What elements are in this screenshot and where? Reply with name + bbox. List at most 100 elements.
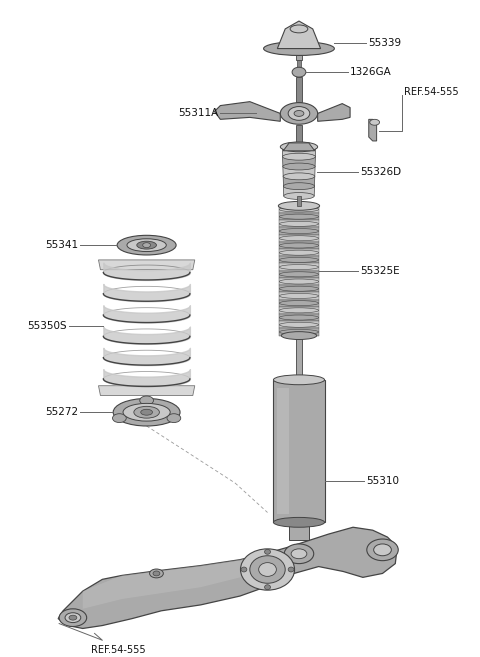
Ellipse shape	[367, 539, 398, 560]
Ellipse shape	[279, 229, 319, 234]
Polygon shape	[279, 235, 319, 242]
Ellipse shape	[240, 549, 295, 590]
Ellipse shape	[134, 406, 159, 418]
Polygon shape	[297, 196, 301, 206]
Ellipse shape	[279, 301, 319, 306]
Ellipse shape	[283, 163, 315, 170]
Text: 55310: 55310	[366, 476, 399, 486]
Polygon shape	[282, 147, 316, 156]
Ellipse shape	[143, 242, 151, 248]
Text: 1326GA: 1326GA	[350, 67, 392, 77]
Polygon shape	[289, 522, 309, 540]
Ellipse shape	[274, 375, 324, 385]
Text: REF.54-555: REF.54-555	[91, 645, 145, 655]
Ellipse shape	[69, 615, 77, 620]
Text: 55325E: 55325E	[360, 265, 399, 276]
Ellipse shape	[279, 308, 319, 313]
Polygon shape	[284, 186, 314, 196]
Polygon shape	[283, 176, 315, 186]
Polygon shape	[279, 278, 319, 285]
Ellipse shape	[280, 102, 318, 124]
Text: 55341: 55341	[45, 240, 78, 250]
Polygon shape	[297, 60, 301, 67]
Ellipse shape	[137, 241, 156, 249]
Polygon shape	[279, 300, 319, 307]
Ellipse shape	[279, 272, 319, 277]
Ellipse shape	[281, 332, 317, 340]
Ellipse shape	[264, 549, 270, 555]
Ellipse shape	[279, 250, 319, 255]
Polygon shape	[279, 263, 319, 271]
Polygon shape	[283, 156, 315, 166]
Ellipse shape	[284, 183, 314, 190]
Polygon shape	[279, 220, 319, 227]
Ellipse shape	[279, 265, 319, 269]
Polygon shape	[283, 166, 315, 176]
Polygon shape	[277, 21, 321, 49]
Ellipse shape	[283, 173, 315, 180]
Polygon shape	[296, 77, 302, 102]
Ellipse shape	[127, 238, 166, 252]
Ellipse shape	[294, 110, 304, 116]
Ellipse shape	[250, 556, 285, 583]
Ellipse shape	[278, 202, 320, 210]
Ellipse shape	[241, 567, 247, 572]
Polygon shape	[279, 227, 319, 235]
Ellipse shape	[288, 567, 294, 572]
Ellipse shape	[279, 329, 319, 334]
Ellipse shape	[279, 221, 319, 227]
Polygon shape	[277, 388, 289, 514]
Text: 55350S: 55350S	[27, 321, 67, 330]
Ellipse shape	[279, 258, 319, 262]
Ellipse shape	[370, 120, 380, 125]
Ellipse shape	[284, 544, 314, 564]
Ellipse shape	[279, 294, 319, 298]
Ellipse shape	[279, 214, 319, 219]
Polygon shape	[279, 285, 319, 292]
Polygon shape	[296, 125, 302, 143]
Ellipse shape	[264, 41, 335, 55]
Text: REF.54-555: REF.54-555	[404, 87, 459, 97]
Text: 55326D: 55326D	[360, 168, 401, 177]
Ellipse shape	[279, 279, 319, 284]
Ellipse shape	[167, 414, 181, 422]
Ellipse shape	[279, 236, 319, 240]
Ellipse shape	[123, 403, 170, 421]
Ellipse shape	[259, 562, 276, 576]
Ellipse shape	[279, 207, 319, 212]
Polygon shape	[279, 206, 319, 213]
Polygon shape	[283, 143, 315, 151]
Polygon shape	[369, 120, 377, 141]
Polygon shape	[296, 336, 302, 375]
Ellipse shape	[279, 322, 319, 327]
Polygon shape	[296, 49, 302, 60]
Ellipse shape	[288, 106, 310, 120]
Polygon shape	[274, 380, 324, 522]
Text: 55339: 55339	[368, 37, 401, 48]
Polygon shape	[279, 321, 319, 328]
Polygon shape	[98, 260, 195, 270]
Polygon shape	[83, 554, 264, 609]
Ellipse shape	[373, 544, 391, 556]
Polygon shape	[98, 386, 195, 396]
Polygon shape	[297, 375, 301, 404]
Ellipse shape	[291, 549, 307, 558]
Ellipse shape	[280, 142, 318, 152]
Ellipse shape	[113, 399, 180, 426]
Ellipse shape	[284, 193, 314, 200]
Polygon shape	[279, 314, 319, 321]
Polygon shape	[279, 307, 319, 314]
Ellipse shape	[153, 571, 160, 576]
Ellipse shape	[112, 414, 126, 422]
Polygon shape	[279, 213, 319, 220]
Text: 55272: 55272	[45, 407, 78, 417]
Ellipse shape	[150, 569, 163, 578]
Polygon shape	[279, 292, 319, 300]
Ellipse shape	[279, 315, 319, 320]
Polygon shape	[279, 242, 319, 249]
Text: 55311A: 55311A	[178, 108, 218, 118]
Ellipse shape	[283, 153, 315, 160]
Ellipse shape	[274, 518, 324, 527]
Ellipse shape	[264, 585, 270, 589]
Ellipse shape	[117, 235, 176, 255]
